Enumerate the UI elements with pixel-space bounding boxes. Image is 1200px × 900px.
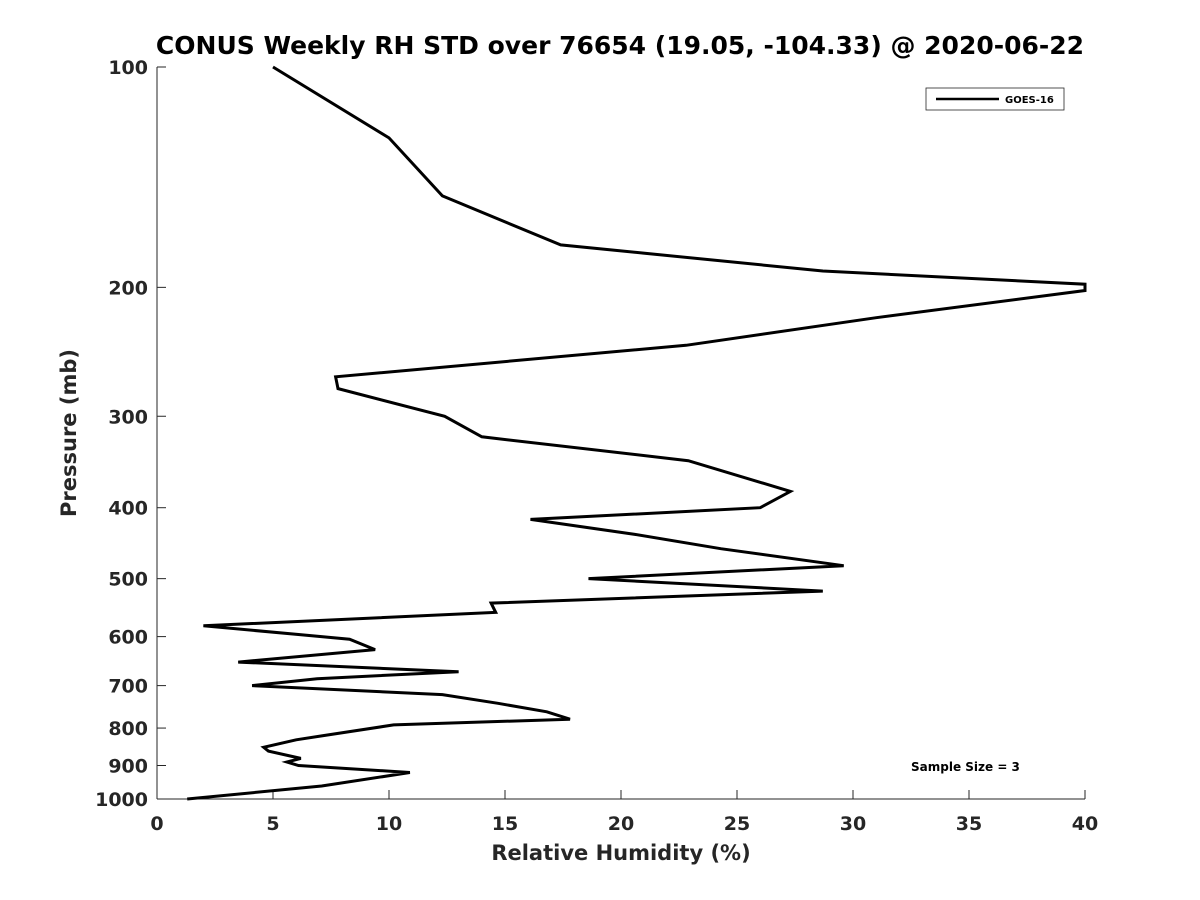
data-point xyxy=(569,718,571,720)
data-point xyxy=(490,602,492,604)
data-point xyxy=(1084,283,1086,285)
y-tick-label: 300 xyxy=(108,406,148,428)
data-point xyxy=(822,270,824,272)
data-point xyxy=(1084,289,1086,291)
data-point xyxy=(392,724,394,726)
series-line-goes-16 xyxy=(187,65,1087,801)
data-point xyxy=(441,693,443,695)
y-tick-label: 200 xyxy=(108,277,148,299)
data-point xyxy=(321,735,323,737)
data-point xyxy=(444,415,446,417)
y-tick-label: 800 xyxy=(108,718,148,740)
data-point xyxy=(348,638,350,640)
data-point xyxy=(634,533,636,535)
data-point xyxy=(587,577,589,579)
data-point xyxy=(321,785,323,787)
series-layer xyxy=(186,65,1087,801)
data-point xyxy=(263,746,265,748)
data-point xyxy=(251,684,253,686)
data-point xyxy=(286,761,288,763)
legend-label: GOES-16 xyxy=(1005,95,1054,106)
sample-size-annotation: Sample Size = 3 xyxy=(911,760,1020,774)
data-point xyxy=(685,344,687,346)
plot-area: 0 5 10 15 20 25 30 35 40 100 200 300 400 500 600 700 80… xyxy=(95,57,1098,835)
x-tick-label: 40 xyxy=(1072,813,1098,835)
y-tick-label: 700 xyxy=(108,676,148,698)
x-tick-label: 15 xyxy=(492,813,518,835)
data-point xyxy=(300,757,302,759)
data-point xyxy=(388,137,390,139)
y-tick-label: 1000 xyxy=(95,789,148,811)
data-point xyxy=(529,518,531,520)
data-point xyxy=(374,648,376,650)
data-point xyxy=(272,66,274,68)
data-point xyxy=(295,739,297,741)
x-tick-label: 35 xyxy=(956,813,982,835)
data-point xyxy=(202,625,204,627)
x-ticks: 0 5 10 15 20 25 30 35 40 xyxy=(150,790,1098,835)
data-point xyxy=(720,548,722,550)
y-tick-label: 900 xyxy=(108,756,148,778)
data-point xyxy=(441,195,443,197)
y-tick-label: 100 xyxy=(108,57,148,79)
x-tick-label: 25 xyxy=(724,813,750,835)
data-point xyxy=(843,565,845,567)
data-point xyxy=(409,771,411,773)
data-point xyxy=(875,317,877,319)
data-point xyxy=(267,750,269,752)
data-point xyxy=(546,711,548,713)
x-axis-label: Relative Humidity (%) xyxy=(491,841,750,865)
y-tick-label: 400 xyxy=(108,498,148,520)
x-tick-label: 0 xyxy=(150,813,163,835)
data-point xyxy=(297,764,299,766)
legend: GOES-16 xyxy=(925,87,1065,111)
x-tick-label: 5 xyxy=(266,813,279,835)
data-point xyxy=(759,507,761,509)
data-point xyxy=(687,460,689,462)
y-tick-label: 600 xyxy=(108,627,148,649)
data-point xyxy=(237,661,239,663)
data-point xyxy=(822,590,824,592)
x-tick-label: 20 xyxy=(608,813,634,835)
data-point xyxy=(497,702,499,704)
data-point xyxy=(789,490,791,492)
x-tick-label: 30 xyxy=(840,813,866,835)
data-point xyxy=(316,678,318,680)
y-ticks: 100 200 300 400 500 600 700 800 900 1000 xyxy=(95,57,166,811)
y-tick-label: 500 xyxy=(108,569,148,591)
data-point xyxy=(495,611,497,613)
data-point xyxy=(481,436,483,438)
chart-title: CONUS Weekly RH STD over 76654 (19.05, -… xyxy=(156,31,1084,60)
data-point xyxy=(186,798,188,800)
data-point xyxy=(560,244,562,246)
data-point xyxy=(457,671,459,673)
data-point xyxy=(334,376,336,378)
y-axis-label: Pressure (mb) xyxy=(57,349,81,517)
x-tick-label: 10 xyxy=(376,813,402,835)
data-point xyxy=(337,387,339,389)
